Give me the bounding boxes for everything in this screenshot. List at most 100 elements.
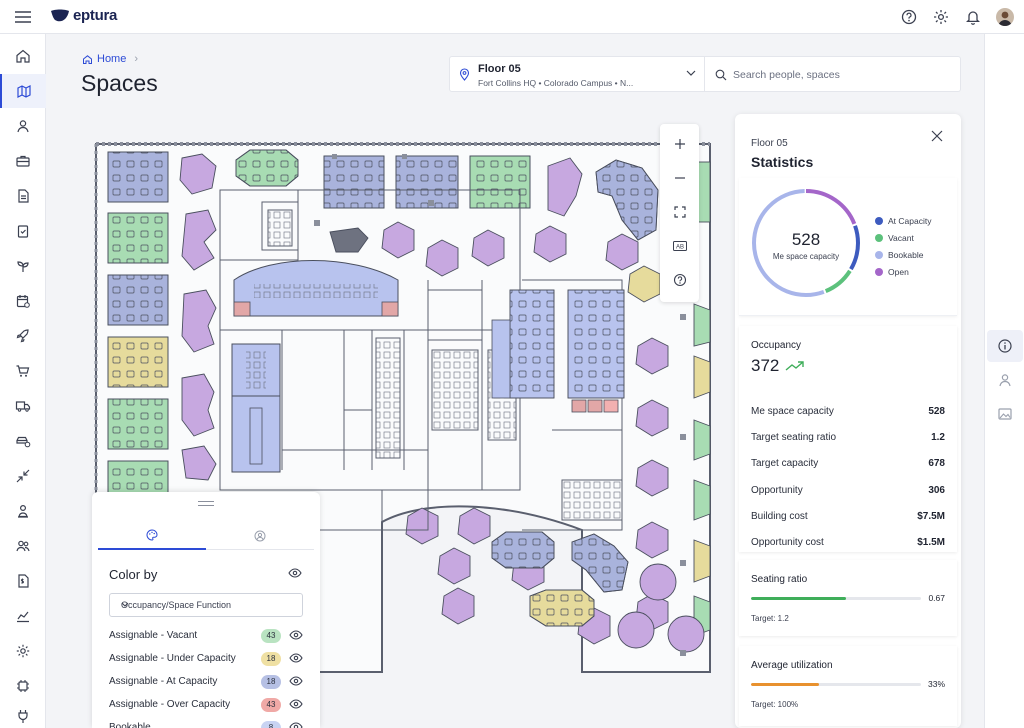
occupancy-value: 372	[751, 356, 780, 375]
eye-icon[interactable]	[289, 653, 303, 663]
nav-admin[interactable]	[0, 634, 46, 668]
help-icon[interactable]	[900, 8, 918, 26]
search-icon	[715, 69, 727, 81]
eye-icon[interactable]	[289, 722, 303, 728]
zoom-out-button[interactable]	[660, 161, 699, 195]
nav-plugins[interactable]	[0, 699, 46, 728]
donut-at-capacity-segment	[752, 189, 860, 297]
nav-collapse[interactable]	[0, 459, 46, 493]
notification-bell-icon[interactable]	[964, 8, 982, 26]
settings-icon[interactable]	[932, 8, 950, 26]
nav-people[interactable]	[0, 109, 46, 143]
brand-logo[interactable]: eptura	[50, 7, 117, 24]
color-by-row[interactable]: Bookable 8	[109, 720, 305, 728]
rail-image[interactable]	[987, 398, 1023, 430]
color-by-selected: Occupancy/Space Function	[121, 600, 232, 610]
color-by-row[interactable]: Assignable - Vacant 43	[109, 628, 305, 646]
color-by-row[interactable]: Assignable - At Capacity 18	[109, 674, 305, 692]
nav-analytics[interactable]	[0, 599, 46, 633]
legend-swatch	[875, 233, 883, 242]
user-avatar[interactable]	[996, 8, 1014, 26]
stats-floor: Floor 05	[751, 138, 788, 149]
occupancy-card: Occupancy 372 Me space capacity 528 Target…	[739, 326, 957, 552]
nav-teams[interactable]	[0, 529, 46, 563]
color-by-row[interactable]: Assignable - Over Capacity 43	[109, 697, 305, 715]
legend-item: Vacant	[875, 229, 931, 246]
rail-info[interactable]	[987, 330, 1023, 362]
plug-icon	[18, 710, 28, 723]
chevron-down-icon	[121, 602, 294, 607]
nav-integrations[interactable]	[0, 669, 46, 703]
nav-procurement[interactable]	[0, 354, 46, 388]
color-by-dropdown[interactable]: Occupancy/Space Function	[109, 593, 303, 617]
occupancy-row-label: Opportunity	[751, 484, 803, 496]
eye-icon[interactable]	[289, 676, 303, 686]
home-icon	[16, 49, 30, 63]
legend-item: Bookable	[875, 246, 931, 263]
search-input[interactable]	[733, 66, 953, 84]
clipboard-check-icon	[17, 225, 29, 238]
zoom-in-button[interactable]	[660, 127, 699, 161]
nav-assets[interactable]	[0, 144, 46, 178]
breadcrumb-home[interactable]: Home	[97, 53, 127, 65]
nav-spaces[interactable]	[0, 74, 46, 108]
nav-home[interactable]	[0, 39, 46, 73]
legend-swatch	[875, 216, 883, 225]
color-by-tabs	[98, 522, 314, 550]
breadcrumb-chevron-icon: ›	[134, 53, 139, 65]
person-circle-icon	[254, 530, 266, 542]
nav-fleet[interactable]	[0, 424, 46, 458]
nav-tasks[interactable]	[0, 214, 46, 248]
eye-icon[interactable]	[288, 568, 302, 578]
utilization-value: 33%	[927, 679, 945, 689]
nav-invoices[interactable]	[0, 564, 46, 598]
color-by-count-badge: 8	[261, 721, 281, 728]
floor-location: Fort Collins HQ • Colorado Campus • N...	[478, 78, 634, 88]
cart-icon	[16, 365, 30, 377]
person-icon	[999, 374, 1011, 387]
nav-documents[interactable]	[0, 179, 46, 213]
occupancy-row-value: $1.5M	[917, 537, 945, 548]
rail-people[interactable]	[987, 364, 1023, 396]
eye-icon[interactable]	[289, 630, 303, 640]
analytics-icon	[17, 611, 29, 623]
nav-sustainability[interactable]	[0, 249, 46, 283]
nav-moves[interactable]	[0, 319, 46, 353]
legend-label: At Capacity	[888, 215, 932, 226]
color-by-row[interactable]: Assignable - Under Capacity 18	[109, 651, 305, 669]
chevron-down-icon	[686, 70, 696, 76]
floor-name: Floor 05	[478, 63, 521, 75]
trend-up-icon	[785, 360, 805, 372]
floor-map-icon	[17, 85, 31, 98]
donut-open-segment	[752, 189, 860, 297]
occupancy-row: Building cost $7.5M	[751, 509, 945, 525]
occupancy-row-value: 1.2	[931, 432, 945, 444]
tab-palette[interactable]	[98, 522, 206, 550]
legend-swatch	[875, 267, 883, 276]
capacity-donut-chart	[752, 189, 860, 297]
fit-to-screen-button[interactable]	[660, 195, 699, 229]
rocket-icon	[16, 329, 29, 343]
collapse-arrows-icon	[16, 469, 30, 483]
drag-handle[interactable]	[198, 501, 214, 506]
palette-icon	[146, 529, 158, 541]
menu-icon[interactable]	[14, 8, 32, 26]
tab-people[interactable]	[206, 522, 314, 550]
eye-icon[interactable]	[289, 699, 303, 709]
map-help-button[interactable]	[660, 263, 699, 297]
nav-bookings[interactable]	[0, 284, 46, 318]
breadcrumb: Home ›	[82, 53, 138, 65]
floor-selector[interactable]: Floor 05 Fort Collins HQ • Colorado Camp…	[449, 56, 705, 92]
help-icon	[673, 273, 686, 287]
close-icon[interactable]	[931, 130, 943, 142]
capacity-donut-card: 528 Me space capacity At Capacity Vacant B…	[739, 178, 957, 316]
color-by-panel: Color by Occupancy/Space Function Assign…	[92, 492, 320, 728]
capacity-value: 528	[791, 230, 821, 249]
labels-toggle-button[interactable]: AB	[660, 229, 699, 263]
legend-label: Bookable	[888, 249, 924, 260]
color-by-count-badge: 18	[261, 652, 281, 666]
info-icon	[998, 339, 1012, 353]
nav-visitors[interactable]	[0, 494, 46, 528]
location-pin-icon	[459, 68, 470, 81]
nav-deliveries[interactable]	[0, 389, 46, 423]
